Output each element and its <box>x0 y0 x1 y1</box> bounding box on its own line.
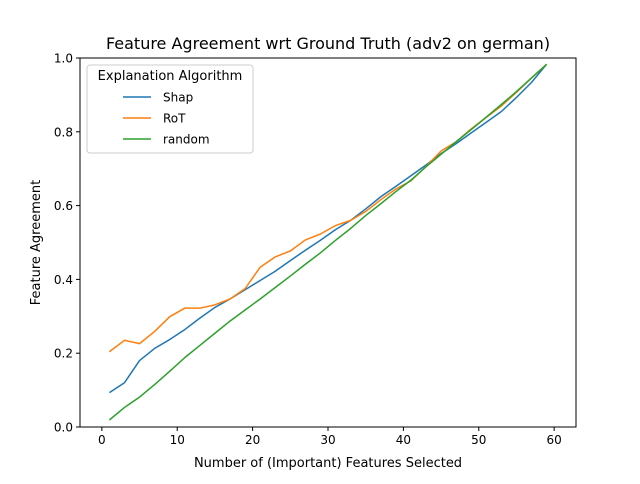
legend-label-shap: Shap <box>163 91 193 105</box>
y-tick-label: 0.6 <box>54 199 73 213</box>
series-line-shap <box>108 63 548 394</box>
y-axis-ticks: 0.0 0.2 0.4 0.6 0.8 1.0 <box>54 52 80 435</box>
x-tick-label: 20 <box>245 433 260 447</box>
y-tick-label: 0.0 <box>54 421 73 435</box>
series-line-random <box>108 63 548 421</box>
x-axis-label: Number of (Important) Features Selected <box>194 456 462 471</box>
chart-title: Feature Agreement wrt Ground Truth (adv2… <box>106 34 550 53</box>
legend-label-random: random <box>163 133 210 147</box>
legend-title: Explanation Algorithm <box>98 69 243 84</box>
y-tick-label: 0.2 <box>54 347 73 361</box>
x-axis-ticks: 0 10 20 30 40 50 60 <box>98 427 562 447</box>
series-lines <box>108 63 548 421</box>
legend-items: Shap RoT random <box>123 91 210 147</box>
y-tick-label: 1.0 <box>54 52 73 66</box>
legend-label-rot: RoT <box>163 112 186 126</box>
x-tick-label: 30 <box>320 433 335 447</box>
y-tick-label: 0.4 <box>54 273 73 287</box>
legend-box <box>86 64 254 154</box>
x-tick-label: 10 <box>170 433 185 447</box>
x-tick-label: 50 <box>471 433 486 447</box>
x-tick-label: 60 <box>546 433 561 447</box>
legend: Explanation Algorithm Shap RoT random <box>86 64 254 154</box>
x-tick-label: 0 <box>98 433 106 447</box>
x-tick-label: 40 <box>396 433 411 447</box>
y-axis-label: Feature Agreement <box>29 180 44 305</box>
y-tick-label: 0.8 <box>54 125 73 139</box>
